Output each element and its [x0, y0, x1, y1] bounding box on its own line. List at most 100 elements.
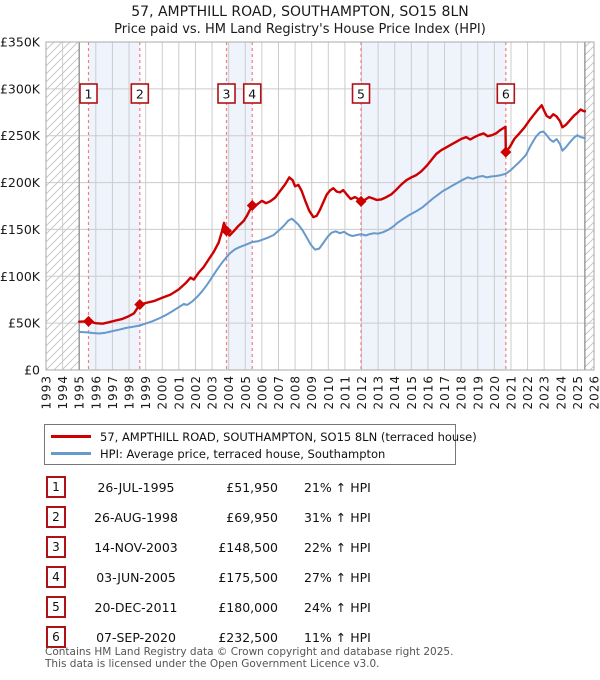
chart-title: 57, AMPTHILL ROAD, SOUTHAMPTON, SO15 8LN: [131, 4, 469, 20]
sale-number-box: [242, 83, 262, 104]
x-axis-tick-label: 2019: [471, 375, 485, 410]
legend-label: HPI: Average price, terraced house, Sout…: [100, 446, 386, 461]
sale-number-box-label: 1: [85, 87, 93, 102]
table-row: 6 07-SEP-2020 £232,500 11% ↑ HPI: [46, 622, 396, 652]
sale-price: £175,500: [218, 569, 278, 585]
x-axis-tick-label: 2003: [206, 375, 220, 410]
legend-item-price-paid: 57, AMPTHILL ROAD, SOUTHAMPTON, SO15 8LN…: [51, 428, 477, 445]
x-axis-tick-label: 2018: [455, 375, 469, 410]
sale-price: £51,950: [226, 479, 278, 495]
x-axis-tick-label: 2005: [239, 375, 253, 410]
x-axis-tick-label: 1997: [106, 375, 120, 410]
sale-number-box-label: 4: [248, 87, 256, 102]
no-data-hatch: [46, 42, 80, 370]
x-axis-tick-label: 1993: [40, 375, 54, 410]
sale-date: 20-DEC-2011: [94, 599, 178, 615]
chart-subtitle: Price paid vs. HM Land Registry's House …: [114, 22, 486, 37]
sale-number-box-label: 2: [136, 87, 144, 102]
sale-point-diamond: [355, 195, 367, 207]
y-axis-tick-label: £50K: [8, 316, 41, 331]
x-axis-tick-label: 2004: [222, 375, 236, 410]
license-line-1: Contains HM Land Registry data © Crown c…: [45, 646, 454, 658]
sale-date: 26-JUL-1995: [97, 479, 175, 495]
sale-point-diamond: [83, 315, 95, 327]
y-axis-tick-label: £150K: [0, 222, 41, 237]
sale-date: 03-JUN-2005: [96, 569, 176, 585]
x-axis-tick-label: 2010: [322, 375, 336, 410]
x-axis-tick-label: 2016: [421, 375, 435, 410]
x-axis-tick-label: 2021: [504, 375, 518, 410]
no-data-hatch: [584, 42, 594, 370]
x-axis-tick-label: 2024: [554, 375, 568, 410]
x-axis-tick-label: 2001: [172, 375, 186, 410]
sale-number-badge: 3: [46, 536, 66, 558]
x-axis-tick-label: 1995: [73, 375, 87, 410]
sale-number-box-label: 6: [502, 87, 510, 102]
table-row: 3 14-NOV-2003 £148,500 22% ↑ HPI: [46, 532, 396, 562]
x-axis-tick-label: 2011: [338, 375, 352, 410]
sale-point-diamond: [221, 225, 233, 237]
sale-price: £180,000: [218, 599, 278, 615]
x-axis-tick-label: 2025: [571, 375, 585, 410]
table-row: 4 03-JUN-2005 £175,500 27% ↑ HPI: [46, 562, 396, 592]
sale-number-box: [217, 83, 236, 104]
y-axis-tick-label: £350K: [0, 35, 41, 50]
y-axis-tick-label: £200K: [0, 175, 41, 190]
sale-number-badge: 1: [46, 476, 66, 498]
sale-price: £148,500: [218, 539, 278, 555]
x-axis-tick-label: 2007: [272, 375, 286, 410]
license-note: Contains HM Land Registry data © Crown c…: [45, 646, 454, 670]
sale-hpi-delta: 21% ↑ HPI: [304, 479, 371, 495]
table-row: 2 26-AUG-1998 £69,950 31% ↑ HPI: [46, 502, 396, 532]
sale-number-badge: 2: [46, 506, 66, 528]
price-paid-line: [77, 104, 587, 325]
plot-border: [45, 41, 595, 371]
table-row: 1 26-JUL-1995 £51,950 21% ↑ HPI: [46, 472, 396, 502]
price-line-swatch: [51, 435, 91, 438]
y-axis-tick-label: £100K: [0, 269, 41, 284]
chart-legend: 57, AMPTHILL ROAD, SOUTHAMPTON, SO15 8LN…: [44, 424, 477, 465]
ownership-period-shading: [361, 42, 506, 370]
x-axis-tick-label: 2008: [289, 375, 303, 410]
x-axis-tick-label: 2015: [405, 375, 419, 410]
legend-item-hpi: HPI: Average price, terraced house, Sout…: [51, 445, 455, 462]
y-axis-tick-label: £0: [24, 363, 40, 378]
transactions-table: 1 26-JUL-1995 £51,950 21% ↑ HPI 2 26-AUG…: [46, 472, 396, 652]
sale-number-box: [79, 83, 98, 104]
sale-point-diamond: [500, 146, 512, 158]
sale-hpi-delta: 31% ↑ HPI: [304, 509, 371, 525]
x-axis-tick-label: 2026: [588, 375, 600, 410]
plot-area: 1 2 3 4 5 6 £0 £50K £100K £150K £200K £250K £300K £35…: [0, 35, 600, 410]
x-axis-tick-label: 1999: [139, 375, 153, 410]
sale-date: 07-SEP-2020: [96, 629, 176, 645]
sale-number-badge: 5: [46, 596, 66, 618]
sale-point-diamond: [246, 200, 258, 212]
x-axis-tick-label: 2002: [189, 375, 203, 410]
sale-number-box-label: 3: [223, 87, 231, 102]
sale-number-badge: 6: [46, 626, 66, 648]
hpi-line-swatch: [51, 452, 91, 455]
sale-date: 14-NOV-2003: [94, 539, 178, 555]
sale-price: £69,950: [226, 509, 278, 525]
sale-point-diamond: [134, 298, 146, 310]
sale-number-box: [496, 83, 516, 104]
x-axis-tick-label: 2013: [372, 375, 386, 410]
sale-price: £232,500: [218, 629, 278, 645]
legend-label: 57, AMPTHILL ROAD, SOUTHAMPTON, SO15 8LN…: [100, 429, 477, 444]
sale-hpi-delta: 27% ↑ HPI: [304, 569, 371, 585]
x-axis-tick-label: 1998: [123, 375, 137, 410]
x-axis-tick-label: 2006: [255, 375, 269, 410]
price-chart: 1 2 3 4 5 6 £0 £50K £100K £150K £200K £250K £300K £35…: [0, 35, 600, 410]
sale-number-badge: 4: [46, 566, 66, 588]
table-row: 5 20-DEC-2011 £180,000 24% ↑ HPI: [46, 592, 396, 622]
x-axis-tick-label: 2022: [521, 375, 535, 410]
y-axis-tick-label: £300K: [0, 81, 41, 96]
sale-hpi-delta: 22% ↑ HPI: [304, 539, 371, 555]
sale-number-box: [351, 83, 371, 104]
sale-hpi-delta: 24% ↑ HPI: [304, 599, 371, 615]
x-axis-tick-label: 2020: [488, 375, 502, 410]
sale-number-box: [130, 83, 150, 104]
sale-number-box-label: 5: [357, 87, 365, 102]
x-axis-tick-label: 2000: [156, 375, 170, 410]
